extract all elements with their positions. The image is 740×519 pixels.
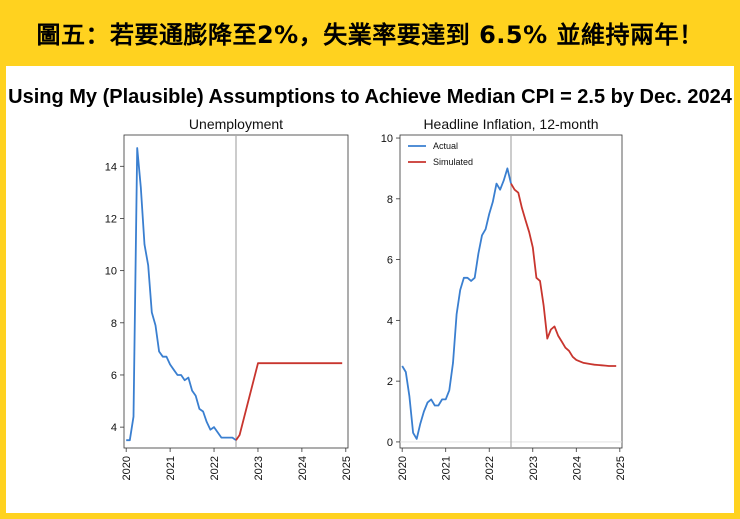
chart1-xtick-label: 2021: [165, 456, 177, 480]
chart2-series-actual: [401, 167, 512, 440]
chart2-legend-label: Simulated: [433, 157, 473, 167]
chart2-ytick-label: 2: [387, 376, 393, 388]
chart1-xtick-label: 2020: [121, 456, 133, 480]
chart1-series-actual: [126, 147, 237, 442]
header-banner: 圖五：若要通膨降至2%，失業率要達到 6.5% 並維持兩年！: [0, 0, 740, 64]
chart2-xtick-label: 2021: [441, 456, 453, 480]
chart2-xtick-label: 2024: [571, 456, 583, 480]
chart2-series-simulated: [510, 183, 617, 367]
chart2-ytick-label: 4: [387, 315, 393, 327]
chart1-xtick-label: 2022: [209, 456, 221, 480]
chart2-xtick-label: 2022: [484, 456, 496, 480]
chart2-ytick-label: 10: [381, 133, 393, 145]
chart2-title: Headline Inflation, 12-month: [423, 116, 598, 132]
chart1-xtick-label: 2025: [341, 456, 353, 480]
page-title: 圖五：若要通膨降至2%，失業率要達到 6.5% 並維持兩年！: [36, 20, 704, 49]
figure-panel: Using My (Plausible) Assumptions to Achi…: [6, 66, 734, 513]
chart2-ytick-label: 0: [387, 437, 393, 449]
chart1-xtick-label: 2023: [253, 456, 265, 480]
chart2-ytick-label: 6: [387, 255, 393, 267]
chart2-xtick-label: 2020: [397, 456, 409, 480]
chart1-ytick-label: 8: [111, 318, 117, 330]
chart2-xtick-label: 2025: [615, 456, 627, 480]
chart1-series-simulated: [235, 362, 343, 441]
chart1-xtick-label: 2024: [297, 456, 309, 480]
chart1-ytick-label: 12: [105, 213, 117, 225]
chart2-xtick-label: 2023: [528, 456, 540, 480]
chart1-ytick-label: 4: [111, 422, 117, 434]
chart1-title: Unemployment: [189, 116, 283, 132]
chart2-legend-label: Actual: [433, 141, 458, 151]
figure-subtitle: Using My (Plausible) Assumptions to Achi…: [8, 86, 732, 108]
chart2-ytick-label: 8: [387, 194, 393, 206]
chart1-ytick-label: 10: [105, 266, 117, 278]
chart1-ytick-label: 6: [111, 370, 117, 382]
chart1-ytick-label: 14: [105, 161, 117, 173]
